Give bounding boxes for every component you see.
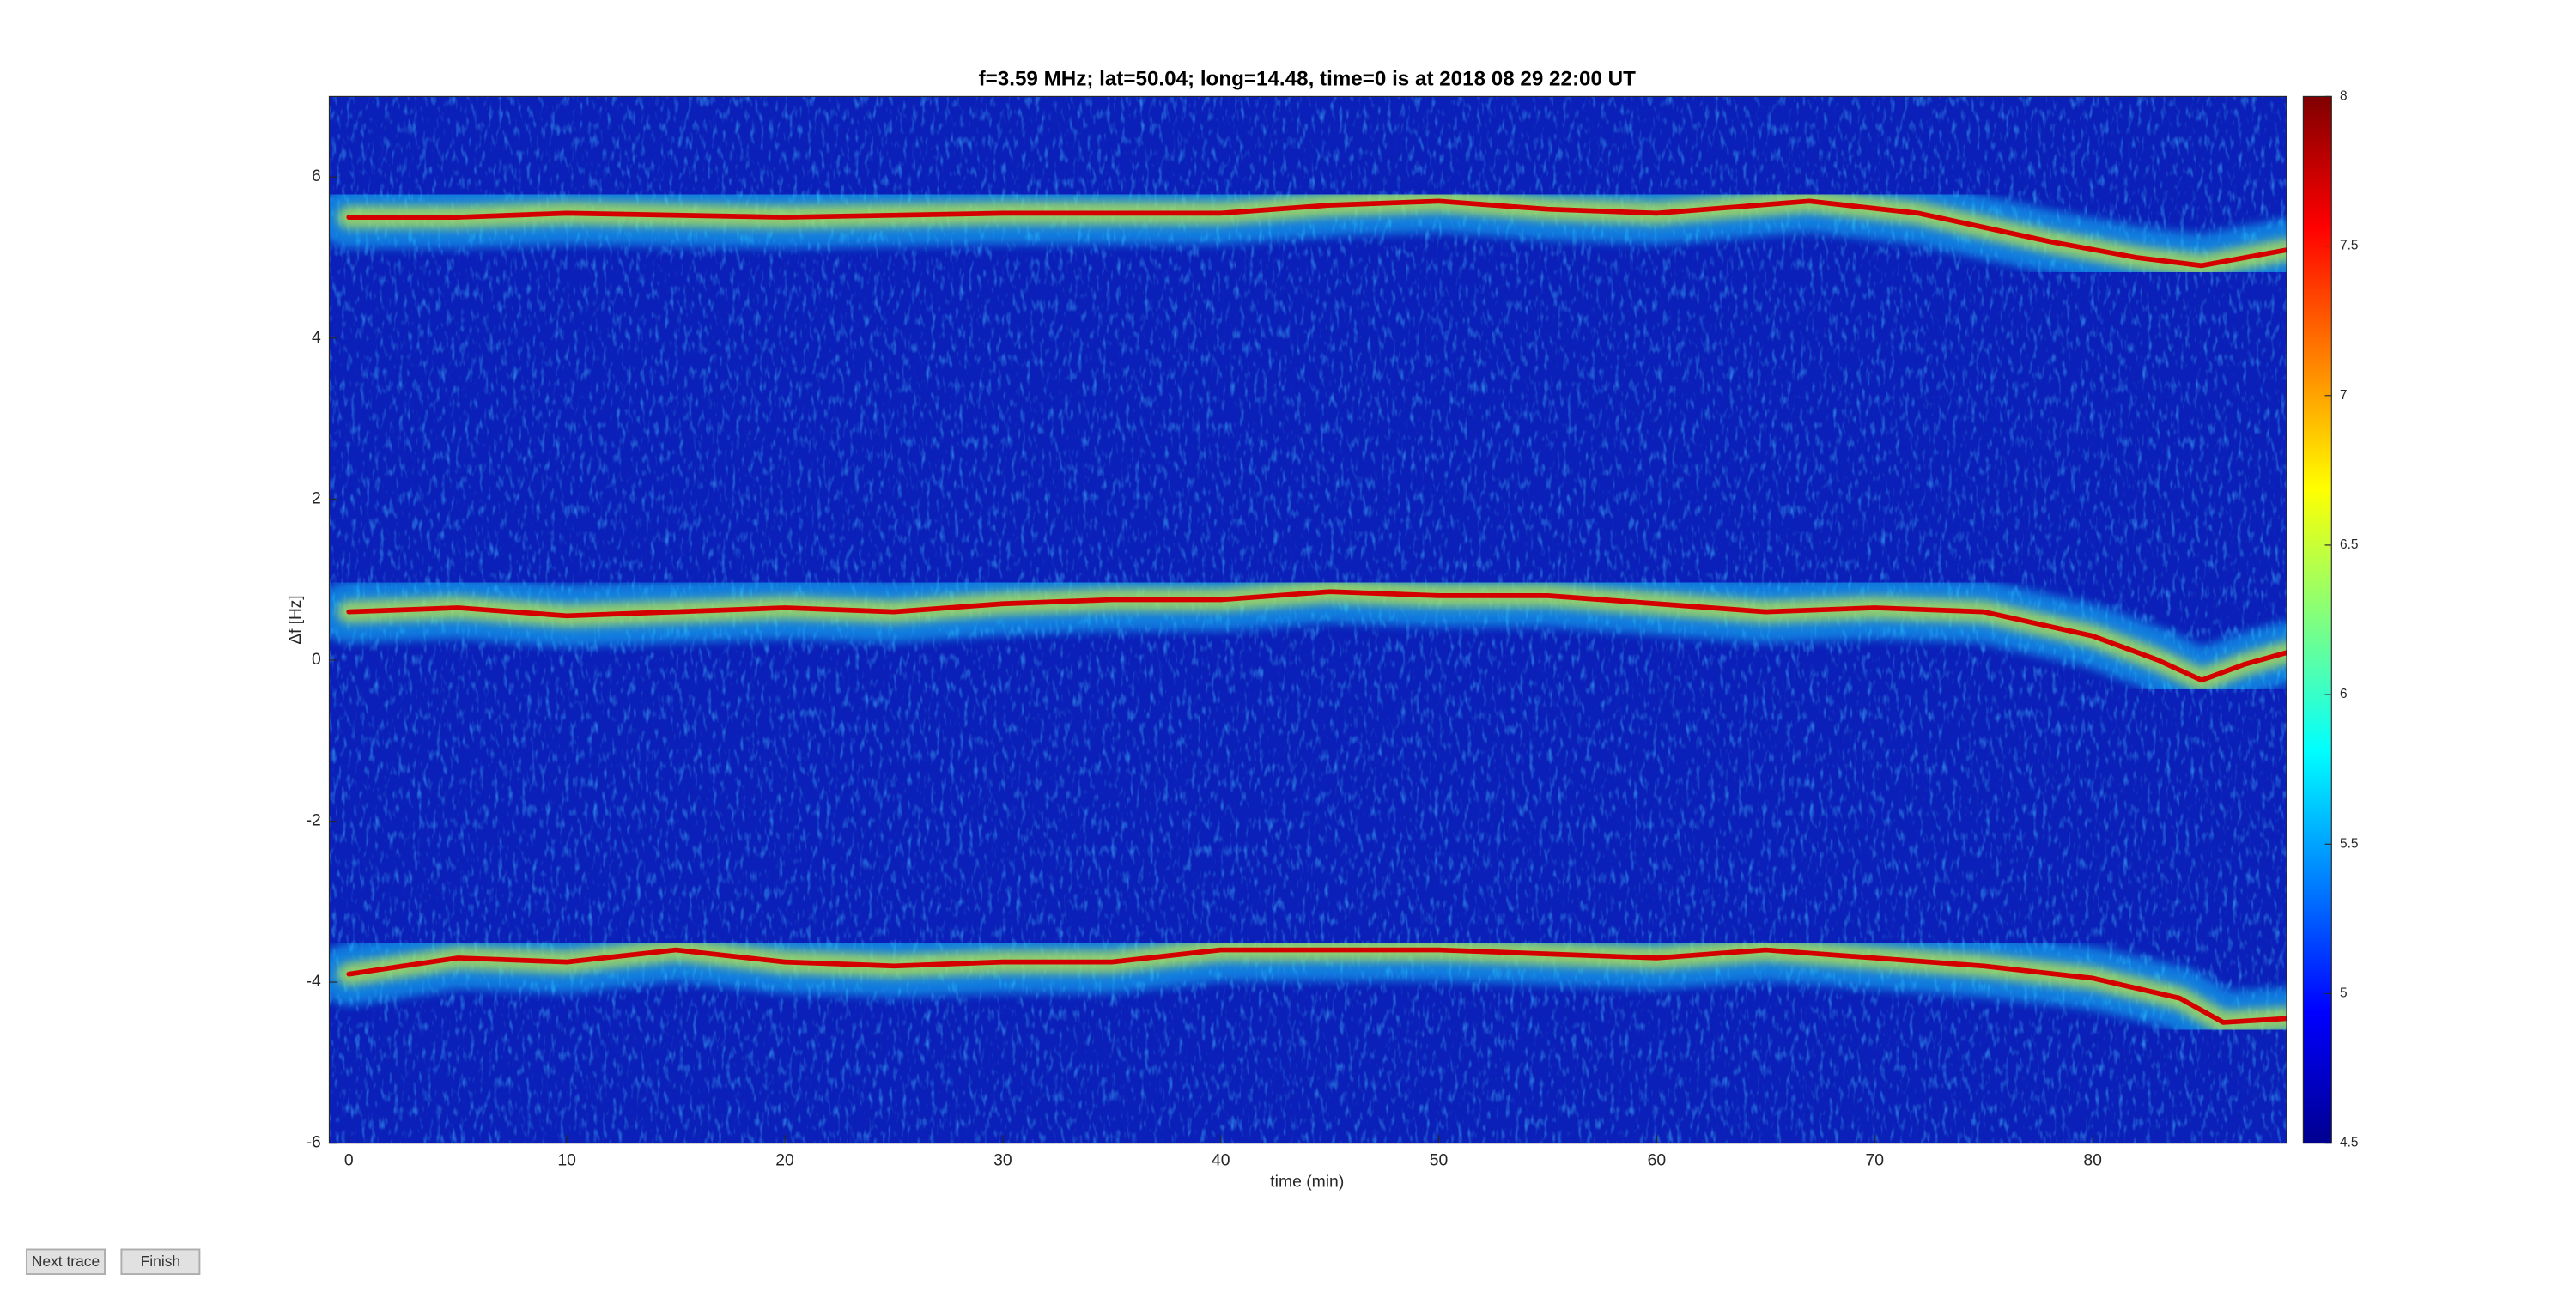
colorbar-tick-label: 5 xyxy=(2340,986,2348,1001)
button-label[interactable]: Next trace xyxy=(32,1253,100,1270)
next-trace-button[interactable]: Next trace xyxy=(26,1248,106,1275)
trace xyxy=(346,589,2287,683)
colorbar-tick-label: 5.5 xyxy=(2340,836,2359,851)
colorbar-tick-label: 6.5 xyxy=(2340,537,2359,552)
x-tick-label: 40 xyxy=(1212,1152,1230,1170)
x-tick-label: 50 xyxy=(1430,1152,1449,1170)
x-tick-label: 80 xyxy=(2083,1152,2102,1170)
x-tick-label: 20 xyxy=(775,1152,794,1170)
colorbar-tick-label: 4.5 xyxy=(2340,1136,2359,1150)
x-tick-label: 0 xyxy=(344,1152,354,1170)
x-tick-label: 30 xyxy=(993,1152,1012,1170)
chart-title: f=3.59 MHz; lat=50.04; long=14.48, time=… xyxy=(979,68,1637,91)
x-tick-label: 10 xyxy=(557,1152,576,1170)
x-axis-label: time (min) xyxy=(1270,1174,1344,1192)
y-tick-label: -6 xyxy=(307,1134,321,1152)
colorbar-tick-label: 7 xyxy=(2340,388,2348,403)
colorbar-tick-label: 8 xyxy=(2340,89,2348,104)
colorbar-tick-label: 6 xyxy=(2340,687,2348,701)
y-tick-label: 2 xyxy=(312,490,321,508)
y-tick-label: 4 xyxy=(312,329,321,347)
button-label[interactable]: Finish xyxy=(141,1253,180,1270)
x-tick-label: 70 xyxy=(1865,1152,1884,1170)
axes-box xyxy=(328,95,2287,1144)
x-tick-label: 60 xyxy=(1648,1152,1667,1170)
colorbar-tick-label: 7.5 xyxy=(2340,239,2359,253)
y-tick-label: -2 xyxy=(307,812,321,830)
y-tick-label: -4 xyxy=(307,973,322,991)
finish-button[interactable]: Finish xyxy=(120,1248,201,1275)
plot-area xyxy=(329,96,2287,1143)
y-tick-label: 0 xyxy=(312,651,321,669)
y-tick-label: 6 xyxy=(312,167,321,185)
y-axis-label: Δf [Hz] xyxy=(287,595,305,644)
trace xyxy=(346,198,2287,269)
colorbar xyxy=(2302,95,2332,1144)
trace xyxy=(346,947,2287,1025)
